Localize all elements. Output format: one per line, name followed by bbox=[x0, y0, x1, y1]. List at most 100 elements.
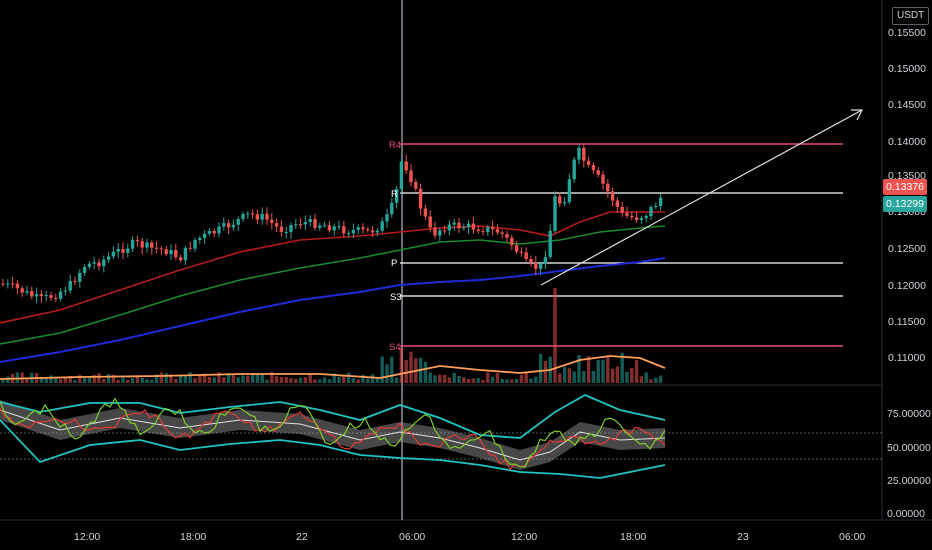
osc-tick: 50.00000 bbox=[887, 442, 931, 454]
candle-body bbox=[538, 263, 543, 269]
volume-bar bbox=[510, 379, 514, 383]
volume-bar bbox=[255, 373, 260, 383]
volume-bar bbox=[308, 374, 312, 383]
volume-bar bbox=[289, 378, 293, 383]
price-tick: 0.14000 bbox=[888, 136, 926, 148]
candle-body bbox=[30, 291, 34, 297]
volume-bar bbox=[106, 374, 111, 383]
candle-body bbox=[385, 214, 389, 222]
candle-body bbox=[654, 205, 658, 208]
volume-bar bbox=[481, 379, 485, 383]
candle-body bbox=[462, 227, 466, 229]
currency-badge[interactable]: USDT bbox=[892, 7, 930, 25]
volume-bar bbox=[313, 379, 317, 383]
volume-bar bbox=[361, 374, 365, 383]
candle-body bbox=[351, 229, 356, 234]
volume-bar bbox=[423, 361, 428, 383]
candle-body bbox=[193, 239, 197, 249]
candle-body bbox=[87, 263, 92, 267]
volume-bar bbox=[567, 368, 572, 383]
last-price-tag: 0.13376 bbox=[883, 179, 927, 195]
candle-body bbox=[188, 247, 192, 249]
candle-body bbox=[361, 227, 365, 230]
volume-bar bbox=[92, 374, 96, 383]
candle-body bbox=[198, 237, 202, 240]
volume-bar bbox=[639, 376, 644, 383]
volume-bar bbox=[274, 376, 279, 383]
candle-body bbox=[342, 226, 346, 234]
pivot-label-s3: S3 bbox=[390, 292, 402, 303]
candle-body bbox=[409, 170, 413, 183]
ema-blue-line bbox=[0, 257, 666, 363]
candle-body bbox=[260, 213, 264, 220]
time-tick: 18:00 bbox=[180, 531, 206, 543]
volume-bar bbox=[58, 379, 63, 383]
oscillator-axis[interactable]: 75.00000 50.00000 25.00000 0.00000 bbox=[887, 408, 931, 520]
candle-body bbox=[212, 230, 216, 234]
volume-bar bbox=[390, 356, 394, 383]
volume-bar bbox=[44, 378, 48, 383]
volume-bar bbox=[140, 377, 144, 383]
price-tick: 0.12500 bbox=[888, 243, 926, 255]
candle-body bbox=[25, 291, 29, 293]
candle-body bbox=[562, 202, 567, 204]
candle-body bbox=[58, 291, 63, 299]
volume-bar bbox=[15, 372, 20, 383]
volume-bar bbox=[279, 376, 284, 383]
volume-bar bbox=[174, 378, 178, 383]
candle-body bbox=[150, 242, 154, 248]
candle-body bbox=[380, 221, 384, 231]
volume-bar bbox=[476, 377, 480, 383]
candle-body bbox=[54, 297, 58, 299]
candle-body bbox=[500, 232, 504, 235]
volume-bar bbox=[442, 375, 447, 383]
trendline-arrow[interactable] bbox=[540, 109, 863, 286]
oscillator-pane bbox=[0, 393, 882, 479]
volume-bar bbox=[178, 375, 183, 383]
volume-bar bbox=[212, 377, 216, 383]
candle-body bbox=[126, 248, 130, 253]
volume-bar bbox=[298, 377, 303, 383]
candle-body bbox=[366, 229, 370, 231]
candle-body bbox=[471, 223, 476, 230]
candle-body bbox=[298, 224, 303, 226]
candle-body bbox=[202, 233, 207, 238]
volume-bar bbox=[217, 372, 221, 383]
candle-body bbox=[250, 213, 255, 215]
volume-bar bbox=[452, 372, 456, 383]
candle-body bbox=[548, 230, 552, 257]
candle-body bbox=[121, 249, 125, 253]
pivot-label-r: R bbox=[391, 189, 398, 200]
volume-bar bbox=[553, 288, 557, 383]
volume-bar bbox=[500, 378, 504, 383]
candle-body bbox=[572, 159, 576, 180]
time-axis[interactable]: 12:00 18:00 22 06:00 12:00 18:00 23 06:0… bbox=[74, 531, 865, 543]
volume-bar bbox=[606, 356, 610, 383]
candle-body bbox=[289, 225, 293, 232]
candle-body bbox=[1, 283, 5, 285]
candle-body bbox=[34, 294, 39, 297]
volume-bar bbox=[241, 375, 245, 383]
candle-body bbox=[207, 230, 212, 234]
volume-bar bbox=[332, 373, 336, 383]
volume-bar bbox=[193, 378, 197, 383]
candle-body bbox=[519, 251, 524, 253]
candle-body bbox=[577, 147, 581, 160]
volume-bar bbox=[246, 375, 250, 383]
volume-bar bbox=[159, 372, 164, 383]
candle-body bbox=[390, 202, 394, 215]
candle-body bbox=[457, 222, 461, 229]
ema-green-line bbox=[0, 225, 666, 345]
candle-body bbox=[567, 179, 572, 203]
pivot-label-r4: R4 bbox=[389, 140, 401, 151]
candle-body bbox=[620, 206, 624, 213]
volume-bar bbox=[169, 374, 173, 383]
volume-bar bbox=[6, 376, 10, 383]
candle-body bbox=[97, 262, 101, 267]
candle-body bbox=[610, 191, 615, 201]
volume-bar bbox=[610, 368, 615, 383]
candle-body bbox=[20, 288, 24, 293]
candle-body bbox=[644, 216, 648, 219]
candle-body bbox=[375, 230, 380, 233]
